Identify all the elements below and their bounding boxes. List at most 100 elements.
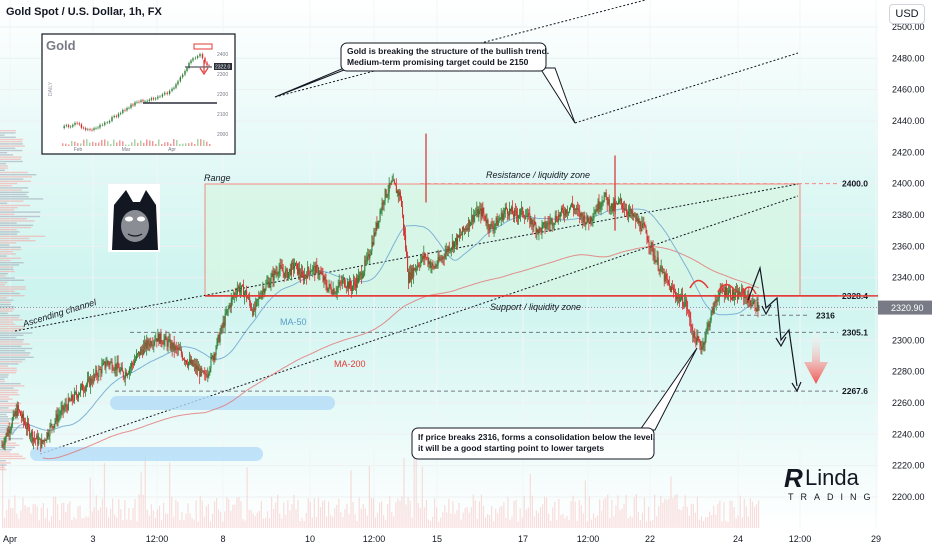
candle-body xyxy=(440,258,442,260)
profile-bar xyxy=(0,138,23,141)
candle-body xyxy=(529,213,531,225)
logo-line1: Linda xyxy=(805,465,860,490)
volume-bar xyxy=(222,521,224,528)
candle-body xyxy=(757,301,759,311)
volume-bar xyxy=(154,517,157,528)
candle-body xyxy=(439,258,441,261)
volume-bar xyxy=(741,517,743,528)
candle-body xyxy=(538,227,540,234)
candle-body xyxy=(111,362,113,370)
candle-body xyxy=(241,285,243,290)
time-tick-label: Apr xyxy=(3,534,17,544)
volume-bar xyxy=(381,501,383,528)
candle-body xyxy=(224,313,226,326)
price-axis[interactable]: 2500.00 2480.00 2460.00 2440.00 2420.00 2400.… xyxy=(878,0,932,550)
candle-body xyxy=(712,307,714,313)
candle-body xyxy=(126,374,128,376)
candle-body xyxy=(753,300,755,302)
volume-bar xyxy=(753,506,756,528)
inset-candle-body xyxy=(166,92,168,94)
candle-body xyxy=(437,256,439,265)
candle-body xyxy=(144,341,146,346)
candle-body xyxy=(448,246,450,251)
inset-candle-body xyxy=(134,102,136,106)
volume-bar xyxy=(144,456,146,528)
volume-bar xyxy=(472,494,474,528)
candle-body xyxy=(282,271,284,273)
candle-body xyxy=(250,302,252,308)
volume-bar xyxy=(666,499,668,528)
profile-bar xyxy=(0,167,8,169)
volume-bar xyxy=(291,504,293,528)
candle-body xyxy=(348,282,350,289)
candle-body xyxy=(532,224,534,227)
ma-200-line xyxy=(42,246,760,460)
candle-body xyxy=(527,213,529,217)
candle-body xyxy=(283,272,285,278)
volume-bar xyxy=(509,519,511,528)
volume-bar xyxy=(38,520,40,528)
candle-body xyxy=(72,400,74,402)
candle-body xyxy=(159,333,161,344)
candle-body xyxy=(376,222,378,228)
profile-bar xyxy=(0,134,5,136)
candle-body xyxy=(60,408,62,415)
profile-bar xyxy=(0,240,36,242)
candle-body xyxy=(92,382,94,384)
volume-bar xyxy=(224,511,226,528)
volume-bar xyxy=(364,508,366,528)
volume-bar xyxy=(584,480,586,528)
profile-bar xyxy=(0,253,17,255)
candle-body xyxy=(422,255,424,259)
volume-bar xyxy=(150,504,152,528)
candle-body xyxy=(178,348,180,351)
volume-bar xyxy=(539,506,542,528)
candle-body xyxy=(642,223,644,225)
candle-body xyxy=(441,256,443,260)
volume-bar xyxy=(627,518,629,528)
inset-candle-body xyxy=(181,74,184,78)
candle-body xyxy=(400,192,402,199)
profile-bar xyxy=(0,279,25,281)
volume-bar xyxy=(81,517,83,528)
candle-body xyxy=(648,242,650,247)
time-axis[interactable]: Apr 3 12:00 8 10 12:00 15 17 12:00 22 24 12:00 29 xyxy=(0,528,932,550)
candle-body xyxy=(22,414,24,419)
volume-bar xyxy=(570,500,572,528)
profile-bar xyxy=(0,226,32,229)
candle-body xyxy=(421,255,423,261)
volume-bar xyxy=(385,519,387,528)
inset-down-arrow xyxy=(199,60,209,76)
profile-bar xyxy=(0,130,16,132)
volume-bar xyxy=(138,494,140,528)
candle-body xyxy=(668,283,670,286)
volume-bar xyxy=(405,504,407,528)
inset-candle-body xyxy=(126,108,128,111)
candle-body xyxy=(621,198,623,204)
volume-bar xyxy=(201,500,203,528)
inset-candle-body xyxy=(157,96,159,99)
time-tick-label: 12:00 xyxy=(789,534,812,544)
candle-body xyxy=(483,213,485,216)
currency-button[interactable]: USD xyxy=(889,4,925,24)
candle-body xyxy=(17,405,19,411)
volume-bar xyxy=(692,503,694,528)
inset-volume-bar xyxy=(86,139,88,146)
inset-candle-body xyxy=(138,101,140,103)
candle-body xyxy=(397,190,399,196)
volume-bar xyxy=(287,500,289,528)
candle-body xyxy=(339,281,341,283)
callout-bottom-line-2: it will be a good starting point to lowe… xyxy=(418,443,604,453)
candle-body xyxy=(96,370,98,376)
profile-bar xyxy=(0,462,11,464)
profile-bar xyxy=(0,361,23,363)
current-price-tag xyxy=(878,300,932,315)
volume-bar xyxy=(107,517,110,528)
candle-body xyxy=(447,246,449,252)
candle-body xyxy=(150,340,152,346)
candle-body xyxy=(252,310,254,315)
candle-body xyxy=(107,361,109,364)
candle-body xyxy=(487,219,489,228)
candle-body xyxy=(436,264,438,267)
